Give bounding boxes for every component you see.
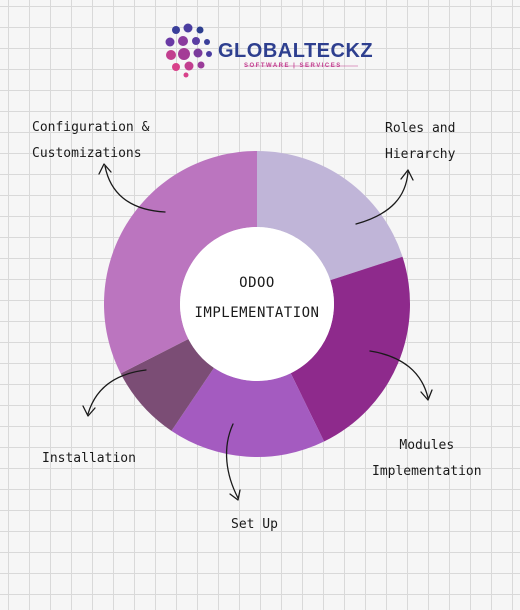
label-modules-line2: Implementation [372, 464, 482, 479]
label-configuration-line1: Configuration & [32, 120, 150, 135]
logo-dots-icon [165, 23, 212, 78]
label-set-up: Set Up [231, 512, 278, 538]
center-title-line2: IMPLEMENTATION [194, 305, 320, 321]
arrow-setup [225, 423, 239, 499]
arrow-modules-head [420, 389, 433, 401]
arrow-installation [87, 369, 147, 415]
center-title: ODOO IMPLEMENTATION [165, 268, 349, 328]
arrow-roles [355, 171, 409, 225]
brand-name: GLOBALTECKZ [218, 40, 374, 62]
segment-modules [290, 256, 410, 442]
segment-installation [120, 338, 214, 431]
logo-mark-icon [165, 23, 358, 78]
label-installation-line1: Installation [42, 451, 136, 466]
segment-setup [171, 367, 325, 457]
donut-hole [180, 227, 334, 381]
label-modules-implementation: Modules Implementation [372, 433, 482, 485]
center-title-line1: ODOO [239, 275, 275, 291]
label-setup-line1: Set Up [231, 517, 278, 532]
arrow-installation-head [82, 405, 96, 417]
label-modules-line1: Modules [399, 438, 455, 453]
label-installation: Installation [42, 446, 136, 472]
arrow-configuration-head [98, 163, 112, 175]
arrow-roles-head [400, 169, 414, 181]
arrow-setup-head [229, 489, 241, 501]
brand-tagline: SOFTWARE | SERVICES [244, 63, 342, 69]
donut-ring [103, 151, 410, 457]
arrow-configuration [104, 165, 166, 213]
label-configuration-customizations: Configuration & Customizations [32, 115, 149, 167]
label-roles-hierarchy: Roles and Hierarchy [385, 116, 455, 168]
label-configuration-line2: Customizations [32, 146, 142, 161]
segment-configuration [103, 151, 257, 374]
label-roles-line1: Roles and [385, 121, 456, 136]
segment-roles [257, 151, 403, 281]
connector-arrows [82, 163, 433, 501]
arrow-modules [369, 350, 429, 399]
label-roles-line2: Hierarchy [385, 147, 456, 162]
